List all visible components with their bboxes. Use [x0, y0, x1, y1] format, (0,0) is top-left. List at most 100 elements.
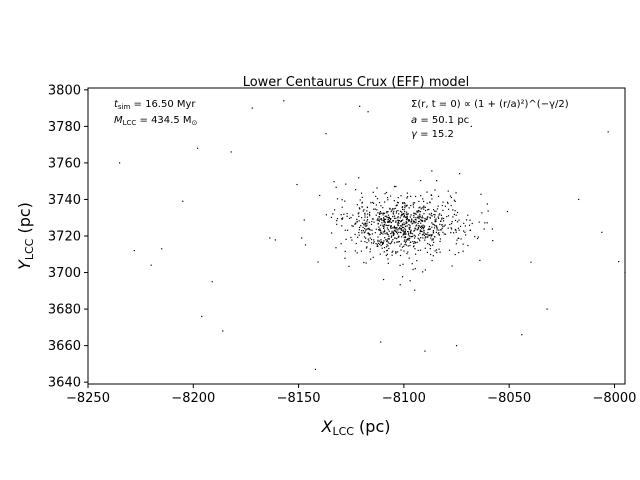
scatter-point	[398, 235, 400, 237]
scatter-point	[434, 210, 436, 212]
scatter-point	[384, 215, 386, 217]
scatter-point	[424, 269, 426, 271]
scatter-point	[406, 196, 409, 198]
scatter-point	[372, 202, 375, 205]
scatter-point	[393, 225, 396, 227]
scatter-point	[317, 261, 319, 263]
scatter-point	[344, 229, 346, 231]
scatter-point	[374, 208, 376, 210]
scatter-point	[341, 218, 343, 220]
scatter-point	[431, 239, 433, 241]
scatter-point	[408, 257, 410, 259]
scatter-point	[415, 228, 417, 230]
scatter-point	[404, 211, 406, 213]
scatter-point	[391, 240, 393, 242]
scatter-point	[418, 238, 420, 240]
scatter-point	[409, 244, 411, 247]
scatter-point	[397, 241, 399, 243]
scatter-point	[413, 216, 415, 218]
scatter-point	[395, 228, 397, 230]
scatter-point	[469, 219, 471, 221]
annotation-mass-unit-sub: ⊙	[192, 119, 198, 127]
scatter-point	[369, 237, 371, 239]
scatter-point	[421, 230, 423, 233]
scatter-point	[393, 217, 396, 219]
scatter-point	[420, 179, 422, 182]
scatter-point	[366, 228, 368, 230]
scatter-point	[521, 334, 523, 336]
scatter-point	[440, 214, 443, 216]
scatter-point	[394, 230, 396, 233]
scatter-point	[450, 227, 452, 229]
scatter-point	[467, 244, 469, 247]
scatter-point	[350, 217, 352, 219]
scatter-point	[396, 241, 398, 243]
scatter-point	[392, 212, 394, 214]
scatter-point	[366, 224, 368, 226]
scatter-point	[422, 217, 424, 219]
scatter-point	[439, 238, 442, 240]
scatter-point	[366, 213, 369, 215]
scatter-point	[412, 240, 414, 243]
scatter-point	[274, 239, 276, 241]
scatter-point	[437, 216, 439, 218]
scatter-point	[435, 231, 437, 233]
scatter-point	[402, 230, 404, 232]
annotation-tsim-value: = 16.50 Myr	[130, 99, 196, 110]
scatter-point	[325, 133, 327, 135]
scatter-point	[402, 233, 405, 236]
scatter-point	[506, 210, 509, 213]
scatter-point	[344, 250, 346, 253]
scatter-point	[393, 215, 396, 217]
scatter-point	[417, 237, 419, 239]
scatter-point	[407, 239, 409, 241]
scatter-point	[403, 222, 405, 224]
scatter-point	[379, 253, 381, 255]
scatter-point	[378, 201, 381, 204]
scatter-point	[481, 212, 483, 214]
scatter-point	[407, 245, 409, 247]
scatter-point	[400, 195, 402, 197]
scatter-point	[476, 237, 479, 240]
scatter-point	[397, 217, 399, 219]
scatter-point	[405, 244, 407, 246]
scatter-point	[452, 209, 454, 211]
scatter-point	[372, 256, 374, 258]
scatter-point	[360, 225, 362, 227]
scatter-point	[397, 251, 399, 253]
scatter-point	[437, 233, 439, 235]
scatter-point	[366, 219, 369, 221]
scatter-point	[474, 235, 476, 238]
scatter-point	[396, 231, 398, 234]
scatter-point	[383, 221, 385, 223]
scatter-point	[364, 222, 366, 224]
scatter-point	[375, 214, 377, 216]
scatter-point	[409, 241, 412, 243]
scatter-point	[414, 248, 416, 250]
scatter-point	[389, 221, 391, 223]
scatter-point	[410, 232, 412, 235]
scatter-point	[363, 224, 365, 226]
scatter-point	[387, 214, 390, 216]
scatter-point	[361, 222, 364, 224]
scatter-point	[415, 213, 417, 215]
scatter-point	[398, 222, 400, 224]
y-axis-label: YLCC (pc)	[15, 202, 36, 270]
scatter-point	[375, 195, 377, 197]
scatter-point	[396, 237, 398, 240]
scatter-point	[387, 245, 389, 247]
scatter-point	[358, 234, 360, 236]
scatter-point	[378, 216, 381, 218]
annotation-tsim-sub: sim	[118, 103, 131, 111]
scatter-point	[379, 212, 381, 214]
scatter-point	[393, 210, 395, 212]
scatter-point	[362, 226, 364, 229]
scatter-point	[382, 207, 384, 209]
scatter-point	[283, 100, 285, 102]
scatter-point	[410, 195, 412, 197]
scatter-point	[429, 216, 431, 219]
scatter-point	[364, 241, 366, 243]
scatter-point	[388, 230, 390, 232]
scatter-point	[355, 242, 357, 245]
scatter-point	[398, 213, 400, 215]
